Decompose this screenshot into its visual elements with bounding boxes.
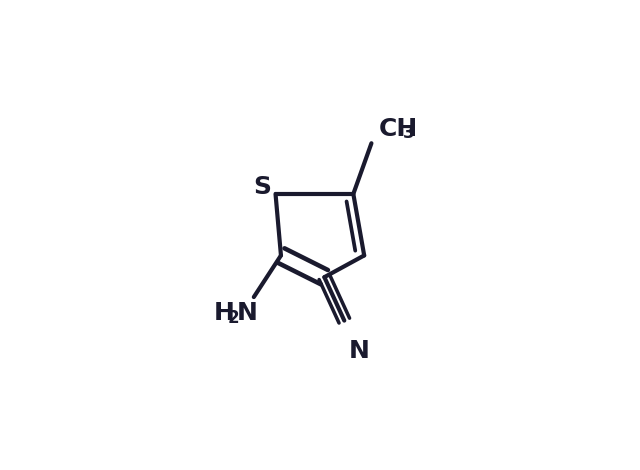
Text: 2: 2 [228,309,239,327]
Text: N: N [348,339,369,363]
Text: S: S [253,175,271,199]
Text: H: H [214,301,235,325]
Text: N: N [236,301,257,325]
Text: CH: CH [379,117,418,141]
Text: 3: 3 [403,124,415,142]
